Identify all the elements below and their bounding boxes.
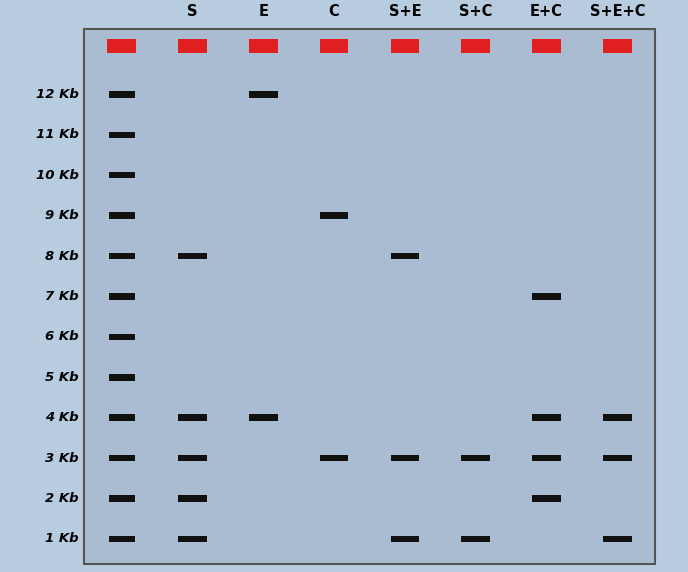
Bar	[462, 536, 490, 542]
Bar	[109, 212, 135, 219]
Text: S+E+C: S+E+C	[590, 4, 645, 19]
Bar	[109, 455, 135, 462]
Bar	[107, 39, 136, 53]
Bar	[109, 91, 135, 98]
Bar	[320, 212, 348, 219]
Bar	[109, 293, 135, 300]
Text: 12 Kb: 12 Kb	[36, 88, 79, 101]
Bar	[533, 415, 561, 421]
Bar	[391, 253, 419, 259]
Text: S+E: S+E	[389, 4, 421, 19]
Text: S: S	[187, 4, 197, 19]
Text: 11 Kb: 11 Kb	[36, 128, 79, 141]
Text: 9 Kb: 9 Kb	[45, 209, 79, 222]
Bar	[109, 374, 135, 380]
Bar	[320, 39, 348, 53]
Bar	[603, 39, 632, 53]
Text: 8 Kb: 8 Kb	[45, 249, 79, 263]
Bar	[462, 39, 490, 53]
Text: 4 Kb: 4 Kb	[45, 411, 79, 424]
Bar	[391, 455, 419, 462]
Bar	[533, 455, 561, 462]
Bar	[109, 415, 135, 421]
Text: 1 Kb: 1 Kb	[45, 533, 79, 546]
Text: 6 Kb: 6 Kb	[45, 331, 79, 343]
Text: C: C	[329, 4, 339, 19]
Bar	[603, 536, 632, 542]
Bar	[178, 455, 206, 462]
Bar	[603, 415, 632, 421]
Bar	[178, 495, 206, 502]
Bar	[249, 91, 277, 98]
Text: S+C: S+C	[459, 4, 493, 19]
Bar	[249, 415, 277, 421]
Bar	[462, 455, 490, 462]
Text: 2 Kb: 2 Kb	[45, 492, 79, 505]
Text: 10 Kb: 10 Kb	[36, 169, 79, 182]
Bar	[109, 132, 135, 138]
Bar	[533, 293, 561, 300]
Text: E+C: E+C	[530, 4, 563, 19]
Bar	[109, 253, 135, 259]
Bar	[109, 333, 135, 340]
Bar	[533, 39, 561, 53]
Text: 7 Kb: 7 Kb	[45, 290, 79, 303]
Bar	[249, 39, 277, 53]
Bar	[109, 536, 135, 542]
Bar	[603, 455, 632, 462]
Bar	[109, 172, 135, 178]
Bar	[178, 253, 206, 259]
Text: 5 Kb: 5 Kb	[45, 371, 79, 384]
Bar	[109, 495, 135, 502]
Bar	[320, 455, 348, 462]
Bar	[84, 29, 655, 564]
Bar	[391, 536, 419, 542]
Text: E: E	[258, 4, 268, 19]
Bar	[533, 495, 561, 502]
Bar	[178, 415, 206, 421]
Text: 3 Kb: 3 Kb	[45, 452, 79, 464]
Bar	[391, 39, 419, 53]
Bar	[178, 536, 206, 542]
Bar	[178, 39, 206, 53]
